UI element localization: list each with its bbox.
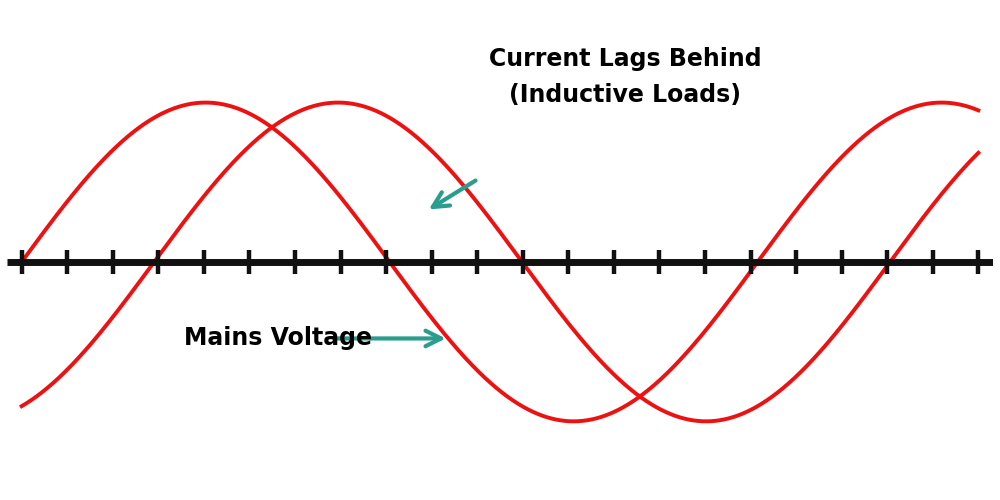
Text: Current Lags Behind: Current Lags Behind <box>489 47 761 71</box>
Text: Mains Voltage: Mains Voltage <box>184 326 372 350</box>
Text: (Inductive Loads): (Inductive Loads) <box>509 84 741 108</box>
